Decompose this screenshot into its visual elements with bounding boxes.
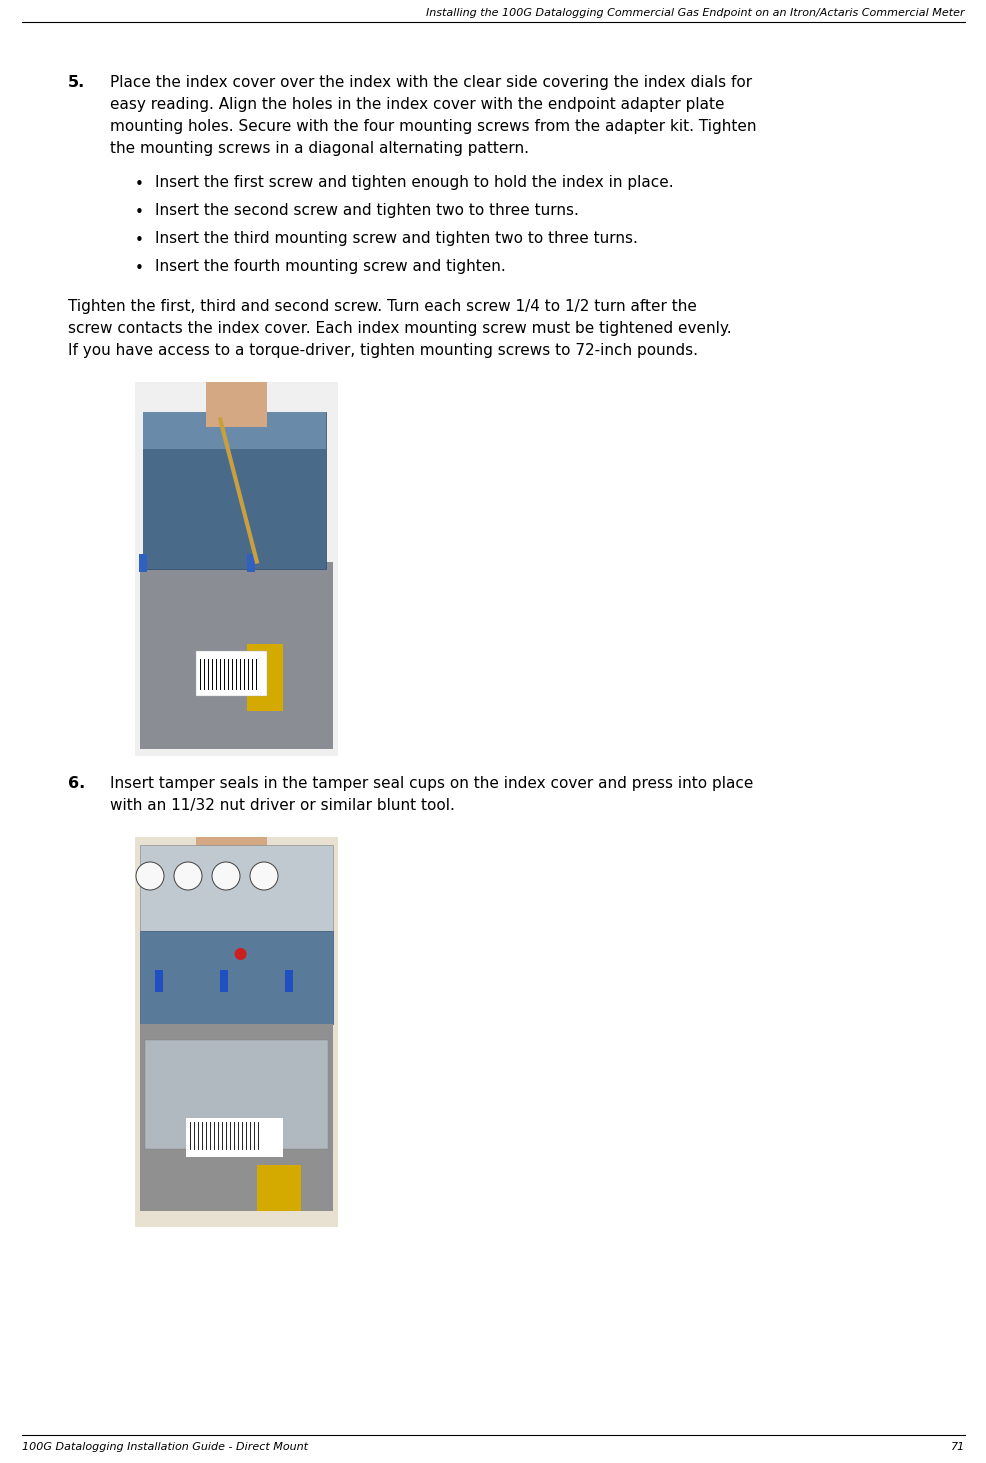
- Bar: [135, 837, 337, 1227]
- Bar: [139, 554, 147, 572]
- Bar: [140, 930, 332, 1024]
- Text: Installing the 100G Datalogging Commercial Gas Endpoint on an Itron/Actaris Comm: Installing the 100G Datalogging Commerci…: [426, 7, 964, 18]
- Text: Insert the fourth mounting screw and tighten.: Insert the fourth mounting screw and tig…: [155, 259, 505, 274]
- Text: •: •: [135, 205, 144, 219]
- Circle shape: [212, 862, 240, 890]
- Text: 5.: 5.: [68, 75, 85, 91]
- Bar: [140, 844, 332, 930]
- Text: mounting holes. Secure with the four mounting screws from the adapter kit. Tight: mounting holes. Secure with the four mou…: [109, 119, 755, 135]
- Bar: [285, 970, 293, 992]
- Text: the mounting screws in a diagonal alternating pattern.: the mounting screws in a diagonal altern…: [109, 140, 528, 157]
- Circle shape: [136, 862, 164, 890]
- Text: easy reading. Align the holes in the index cover with the endpoint adapter plate: easy reading. Align the holes in the ind…: [109, 97, 724, 113]
- Bar: [135, 382, 337, 756]
- Text: 100G Datalogging Installation Guide - Direct Mount: 100G Datalogging Installation Guide - Di…: [22, 1443, 308, 1451]
- Bar: [143, 413, 325, 449]
- Bar: [185, 1118, 283, 1157]
- Bar: [143, 413, 325, 569]
- Text: •: •: [135, 260, 144, 277]
- Bar: [206, 382, 266, 427]
- Text: Insert the first screw and tighten enough to hold the index in place.: Insert the first screw and tighten enoug…: [155, 176, 672, 190]
- Bar: [195, 837, 266, 884]
- Text: 6.: 6.: [68, 775, 85, 791]
- Circle shape: [235, 948, 246, 960]
- Bar: [246, 644, 283, 711]
- Text: If you have access to a torque-driver, tighten mounting screws to 72-inch pounds: If you have access to a torque-driver, t…: [68, 342, 697, 358]
- Text: Tighten the first, third and second screw. Turn each screw 1/4 to 1/2 turn after: Tighten the first, third and second scre…: [68, 298, 696, 315]
- Text: •: •: [135, 177, 144, 192]
- Text: Insert the second screw and tighten two to three turns.: Insert the second screw and tighten two …: [155, 203, 578, 218]
- Bar: [145, 1040, 327, 1148]
- Text: screw contacts the index cover. Each index mounting screw must be tightened even: screw contacts the index cover. Each ind…: [68, 320, 731, 336]
- Bar: [195, 651, 266, 696]
- Circle shape: [174, 862, 202, 890]
- Bar: [155, 970, 163, 992]
- Text: Place the index cover over the index with the clear side covering the index dial: Place the index cover over the index wit…: [109, 75, 751, 91]
- Text: Insert the third mounting screw and tighten two to three turns.: Insert the third mounting screw and tigh…: [155, 231, 637, 246]
- Bar: [140, 562, 332, 749]
- Bar: [256, 1165, 301, 1211]
- Bar: [220, 970, 228, 992]
- Text: with an 11/32 nut driver or similar blunt tool.: with an 11/32 nut driver or similar blun…: [109, 797, 455, 813]
- Text: 71: 71: [950, 1443, 964, 1451]
- Text: •: •: [135, 233, 144, 249]
- Bar: [140, 1024, 332, 1211]
- Circle shape: [249, 862, 278, 890]
- Bar: [246, 554, 254, 572]
- Text: Insert tamper seals in the tamper seal cups on the index cover and press into pl: Insert tamper seals in the tamper seal c…: [109, 775, 752, 791]
